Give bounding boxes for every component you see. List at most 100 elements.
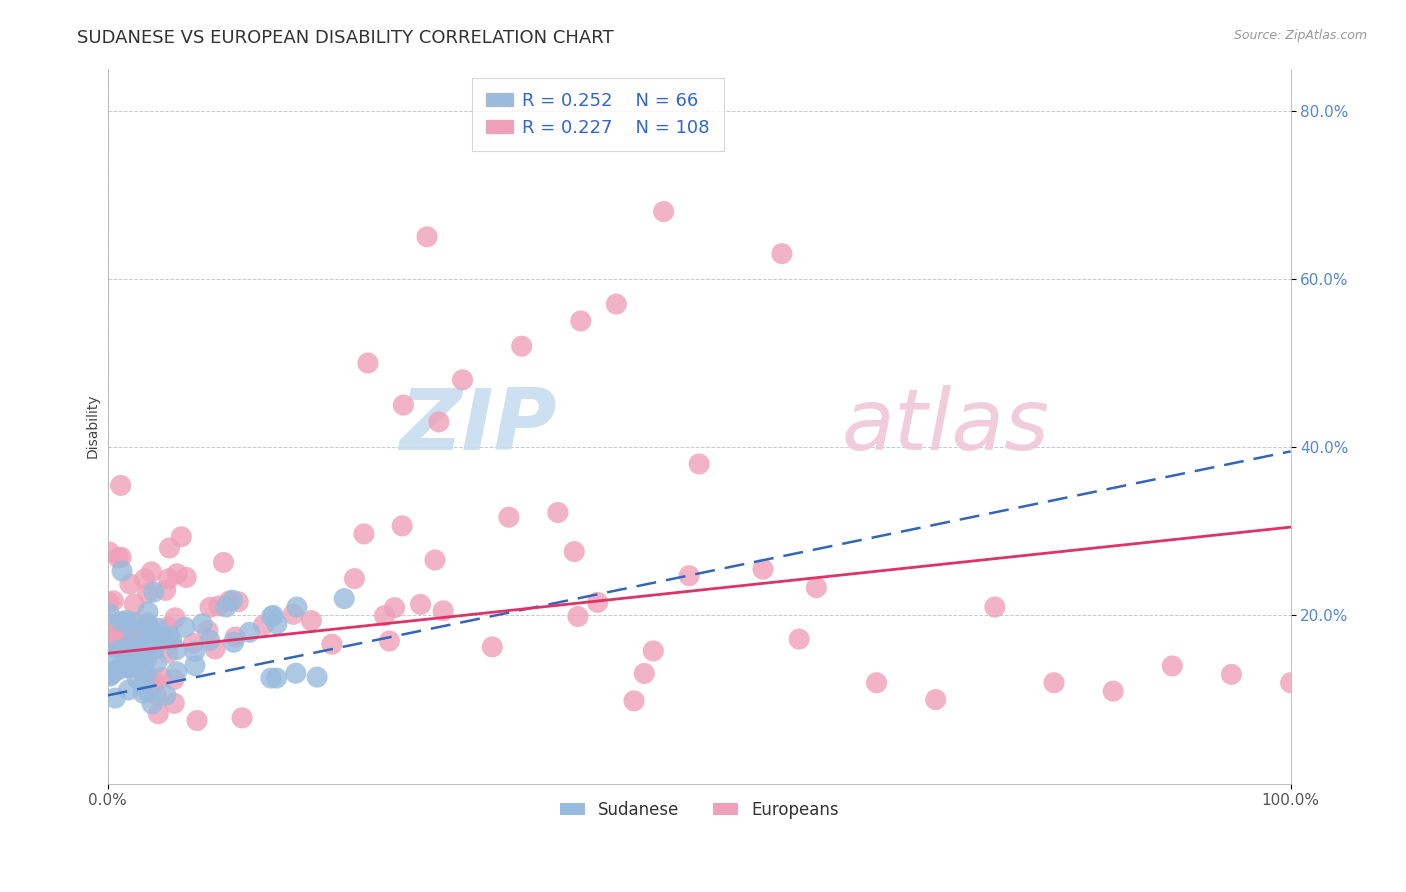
Point: [98, 648, 121, 662]
Point: [184, 658, 207, 673]
Text: ZIP: ZIP: [399, 384, 557, 467]
Legend: Sudanese, Europeans: Sudanese, Europeans: [553, 794, 845, 825]
Point: [159, 629, 181, 643]
Point: [643, 644, 665, 658]
Y-axis label: Disability: Disability: [86, 393, 100, 458]
Point: [427, 415, 450, 429]
Point: [787, 632, 810, 646]
Point: [299, 614, 322, 628]
Point: [752, 562, 775, 576]
Point: [198, 600, 221, 615]
Point: [357, 356, 380, 370]
Point: [148, 628, 170, 642]
Point: [122, 615, 145, 629]
Point: [260, 671, 283, 685]
Point: [132, 639, 155, 653]
Point: [141, 697, 163, 711]
Point: [111, 564, 134, 578]
Point: [132, 686, 155, 700]
Point: [159, 541, 181, 555]
Point: [101, 636, 124, 650]
Point: [266, 616, 288, 631]
Point: [221, 593, 243, 607]
Point: [567, 609, 589, 624]
Point: [285, 600, 308, 615]
Point: [239, 625, 262, 640]
Point: [134, 641, 156, 656]
Point: [865, 675, 887, 690]
Point: [510, 339, 533, 353]
Point: [135, 643, 157, 657]
Point: [283, 607, 305, 622]
Point: [183, 636, 205, 650]
Point: [105, 664, 128, 678]
Point: [118, 577, 141, 591]
Point: [378, 634, 401, 648]
Point: [155, 583, 177, 598]
Point: [231, 711, 253, 725]
Point: [136, 617, 159, 632]
Point: [307, 670, 329, 684]
Point: [160, 633, 183, 648]
Point: [117, 632, 139, 647]
Point: [141, 565, 163, 579]
Point: [321, 637, 343, 651]
Point: [107, 662, 129, 676]
Point: [688, 457, 710, 471]
Point: [136, 684, 159, 698]
Point: [163, 673, 186, 687]
Point: [132, 677, 155, 691]
Point: [166, 566, 188, 581]
Point: [384, 600, 406, 615]
Point: [1102, 684, 1125, 698]
Point: [121, 624, 143, 639]
Point: [186, 714, 208, 728]
Point: [150, 671, 173, 685]
Point: [114, 648, 136, 663]
Point: [353, 527, 375, 541]
Point: [97, 595, 120, 609]
Point: [569, 314, 592, 328]
Point: [562, 544, 585, 558]
Point: [222, 635, 245, 649]
Point: [143, 628, 166, 642]
Point: [138, 630, 160, 644]
Point: [104, 691, 127, 706]
Point: [125, 617, 148, 632]
Point: [633, 666, 655, 681]
Point: [170, 530, 193, 544]
Point: [142, 672, 165, 686]
Point: [139, 624, 162, 639]
Point: [1043, 675, 1066, 690]
Point: [127, 672, 149, 686]
Point: [118, 640, 141, 654]
Point: [131, 652, 153, 666]
Point: [165, 642, 187, 657]
Point: [150, 632, 173, 646]
Point: [391, 519, 413, 533]
Point: [135, 667, 157, 681]
Point: [806, 581, 828, 595]
Point: [142, 642, 165, 657]
Point: [416, 229, 439, 244]
Point: [107, 550, 129, 565]
Point: [98, 639, 121, 653]
Point: [984, 600, 1007, 615]
Point: [132, 659, 155, 673]
Point: [134, 645, 156, 659]
Point: [114, 652, 136, 666]
Point: [226, 595, 249, 609]
Point: [547, 506, 569, 520]
Point: [373, 608, 395, 623]
Point: [1220, 667, 1243, 681]
Point: [121, 649, 143, 664]
Point: [111, 632, 134, 647]
Point: [605, 297, 627, 311]
Point: [204, 642, 226, 657]
Point: [224, 630, 246, 644]
Point: [198, 633, 221, 648]
Point: [115, 614, 138, 628]
Point: [925, 692, 948, 706]
Point: [136, 615, 159, 630]
Point: [103, 664, 125, 678]
